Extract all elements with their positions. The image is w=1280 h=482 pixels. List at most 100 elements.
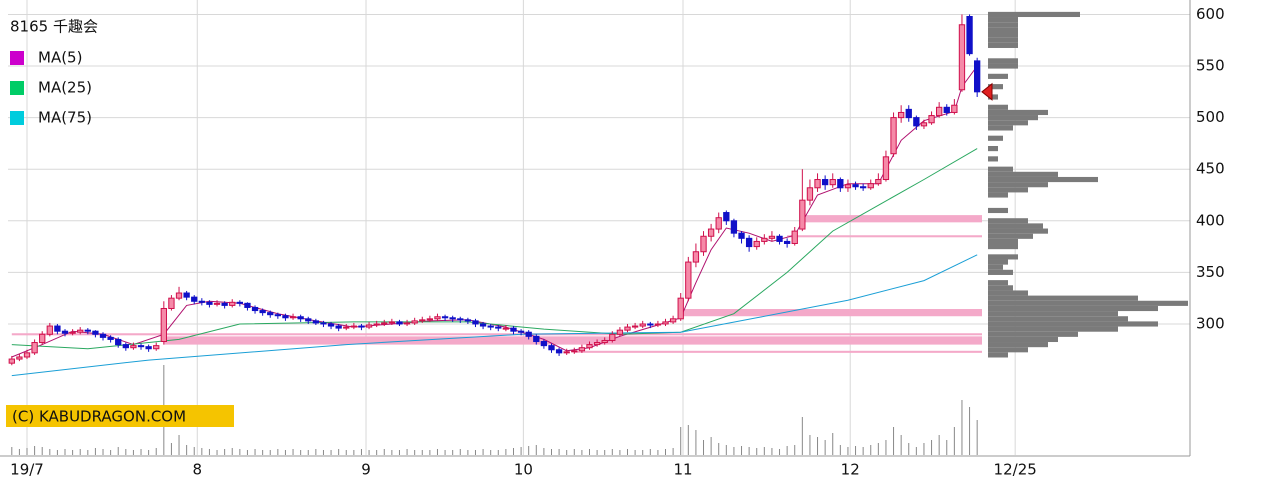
y-tick-label: 400 xyxy=(1196,211,1225,229)
candle-body xyxy=(244,302,251,308)
candle-body xyxy=(46,325,53,335)
x-tick-label: 9 xyxy=(361,461,371,479)
volume-profile-bar xyxy=(988,166,1013,172)
price-band xyxy=(802,215,982,223)
credit-box xyxy=(6,405,234,427)
candle-body xyxy=(327,323,335,327)
candle-body xyxy=(707,228,715,237)
candle-body xyxy=(373,323,380,326)
legend-swatch xyxy=(10,81,24,95)
candle-body xyxy=(609,333,616,341)
candle-body xyxy=(175,292,183,299)
volume-profile-bar xyxy=(988,176,1098,183)
y-tick-label: 350 xyxy=(1196,263,1225,281)
y-tick-label: 450 xyxy=(1196,160,1225,178)
candle-body xyxy=(593,342,601,346)
candle-body xyxy=(472,320,479,325)
candle-body xyxy=(320,322,327,325)
candle-body xyxy=(677,297,684,320)
candle-body xyxy=(236,301,243,304)
candle-body xyxy=(821,179,829,186)
volume-profile-bar xyxy=(988,321,1158,327)
candle-body xyxy=(403,322,411,325)
candle-body xyxy=(890,117,897,155)
candle-body xyxy=(814,179,821,189)
candle-body xyxy=(221,302,228,306)
volume-profile-bar xyxy=(988,145,998,152)
candle-body xyxy=(305,318,312,322)
candle-body xyxy=(662,321,669,325)
volume-profile-bar xyxy=(988,22,1018,28)
candle-body xyxy=(335,325,342,329)
candle-body xyxy=(16,356,23,360)
candle-body xyxy=(867,183,874,189)
volume-profile-bar xyxy=(988,316,1128,322)
ma-line xyxy=(11,254,978,377)
candle-body xyxy=(517,330,525,333)
volume-profile-bar xyxy=(988,58,1018,64)
volume-profile-bar xyxy=(988,326,1118,332)
volume-profile-bar xyxy=(988,254,1018,260)
candle-body xyxy=(974,60,981,93)
candle-body xyxy=(487,325,494,328)
volume-profile-bar xyxy=(988,73,1008,79)
volume-profile-bar xyxy=(988,311,1118,317)
candle-body xyxy=(107,336,114,340)
candle-body xyxy=(31,342,38,354)
candle-body xyxy=(829,179,836,186)
candle-body xyxy=(457,318,464,321)
ma-line xyxy=(11,65,978,358)
volume-profile-bar xyxy=(988,109,1048,116)
candle-body xyxy=(692,251,700,263)
volume-profile-bar xyxy=(988,228,1048,234)
credit: (C) KABUDRAGON.COM xyxy=(12,408,186,426)
candle-body xyxy=(730,220,738,234)
volume-profile-bar xyxy=(988,290,1028,296)
volume-profile-bar xyxy=(988,342,1048,348)
volume-profile-bar xyxy=(988,125,1013,131)
volume-profile-bar xyxy=(988,300,1188,306)
volume-profile-bar xyxy=(988,156,998,162)
candle-body xyxy=(700,235,707,253)
candle-body xyxy=(54,325,61,332)
volume-profile-bar xyxy=(988,347,1028,353)
candle-body xyxy=(274,314,282,317)
candle-body xyxy=(84,329,91,332)
candle-body xyxy=(571,350,578,353)
candle-body xyxy=(479,323,487,327)
candle-body xyxy=(525,331,532,337)
volume-profile-bar xyxy=(988,192,1008,198)
y-tick-label: 600 xyxy=(1196,5,1225,23)
candle-body xyxy=(160,307,167,343)
volume-profile-bar xyxy=(988,63,1018,69)
candle-body xyxy=(723,212,730,222)
candle-body xyxy=(928,115,935,124)
x-tick-label: 19/7 xyxy=(10,461,44,479)
candle-body xyxy=(449,317,456,320)
candle-body xyxy=(958,24,966,91)
candle-body xyxy=(358,325,365,328)
volume-profile-bar xyxy=(988,233,1033,239)
candle-body xyxy=(495,326,502,329)
volume-profile-bar xyxy=(988,171,1058,177)
chart-title: 8165 千趣会 xyxy=(10,18,98,36)
candle-body xyxy=(852,184,859,188)
candle-body xyxy=(913,117,920,127)
candle-body xyxy=(168,297,175,309)
candle-body xyxy=(669,318,677,323)
candle-body xyxy=(183,292,190,298)
volume-profile-bar xyxy=(988,115,1038,121)
candle-body xyxy=(99,333,107,338)
volume-profile-bar xyxy=(988,336,1058,343)
candle-body xyxy=(69,331,76,334)
volume-profile-bar xyxy=(988,17,1018,23)
y-tick-label: 500 xyxy=(1196,108,1225,126)
candle-body xyxy=(464,319,472,322)
candle-body xyxy=(441,316,449,319)
candle-body xyxy=(548,345,555,351)
volume-profile-bar xyxy=(988,32,1018,38)
candle-body xyxy=(23,352,31,358)
candle-body xyxy=(297,316,304,320)
